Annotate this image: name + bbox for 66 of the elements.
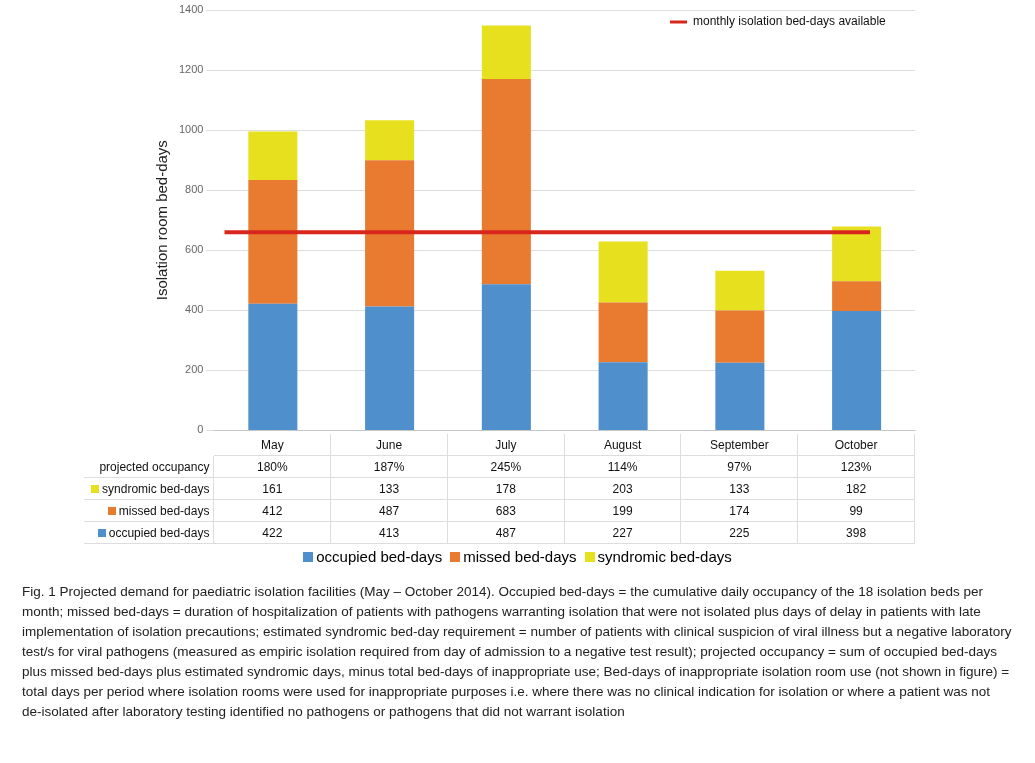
text: occupied bed-days [316,548,443,565]
bar [598,302,648,363]
bar [715,310,765,363]
y-tick-label: 0 [197,423,204,436]
bar [715,270,765,311]
bar [248,303,298,430]
data-label: 133 [729,482,750,497]
bar [365,120,415,161]
data-label: 487 [379,504,400,519]
legend-label: syndromic bed-days [102,482,210,497]
data-label: 487 [495,526,516,541]
y-tick-label: 600 [185,243,204,256]
bar [248,131,298,180]
y-tick-label: 1400 [178,3,204,16]
bar [832,226,882,282]
y-tick-label: 200 [185,363,204,376]
x-tick-label: July [495,438,517,453]
text: 187% [373,460,405,475]
bar [365,160,415,307]
data-label: 174 [729,504,750,519]
data-label: 161 [262,482,283,497]
data-label: 99 [849,504,863,519]
text: 123% [840,460,872,475]
data-label: 683 [495,504,516,519]
text: 245% [490,460,522,475]
bar [481,25,531,80]
text: syndromic bed-days [597,548,732,565]
bar [481,284,531,430]
bar [598,241,648,303]
data-label: 398 [846,526,867,541]
y-tick-label: 1200 [178,63,204,76]
text: 97% [727,460,752,475]
text: 114% [607,460,638,475]
bar [598,362,648,430]
bar [832,281,882,311]
text: projected occupancy [99,460,210,475]
y-tick-label: 400 [185,303,204,316]
y-tick-label: 1000 [178,123,204,136]
caption: Fig. 1 Projected demand for paediatric isolation facilities (May – October 2014). Occupied bed-days = the cumulative daily occupancy of the 18 isolation beds per month; missed bed-days = duration of hospitalization of patients with pathogens warranting isolation that were not isolated plus days of delay in patients with late implementation of isolation precautions; estimated syndromic bed-day requirement = number of patients with clinical suspicion of viral illness but a negative laboratory test/s for viral pathogens (measured as empiric isolation required from day of admission to a negative test result); projected occupancy = sum of occupied bed-days plus missed bed-days plus estimated syndromic days, minus total bed-days of inappropriate use; Bed-days of inappropriate isolation room use (not shown in figure) = total days per period where isolation rooms were used for inappropriate purposes i.e. where there was no clinical indication for isolation or where a patient was not de-isolated after laboratory testing identified no pathogens or pathogens that did not warrant isolation [22,583,1012,721]
y-tick-label: 800 [185,183,204,196]
x-tick-label: June [376,438,403,453]
y-axis-title: Isolation room bed-days [153,140,171,301]
data-label: 422 [262,526,283,541]
data-label: 203 [612,482,633,497]
data-label: 199 [612,504,633,519]
data-label: 133 [379,482,400,497]
bar [481,79,531,285]
legend-label: missed bed-days [118,504,210,519]
bar [715,362,765,430]
legend-label: occupied bed-days [108,526,210,541]
x-tick-label: September [710,438,769,453]
data-label: 182 [846,482,867,497]
bar [832,310,882,430]
data-label: 178 [495,482,516,497]
x-tick-label: May [261,438,284,453]
data-label: 227 [612,526,633,541]
text: missed bed-days [463,548,577,565]
x-tick-label: August [603,438,642,453]
legend-label: monthly isolation bed-days available [693,14,887,29]
bar [248,179,298,304]
data-label: 413 [379,526,400,541]
text: 180% [256,460,288,475]
bar [365,306,415,430]
x-tick-label: October [834,438,878,453]
data-label: 225 [729,526,750,541]
data-label: 412 [262,504,283,519]
